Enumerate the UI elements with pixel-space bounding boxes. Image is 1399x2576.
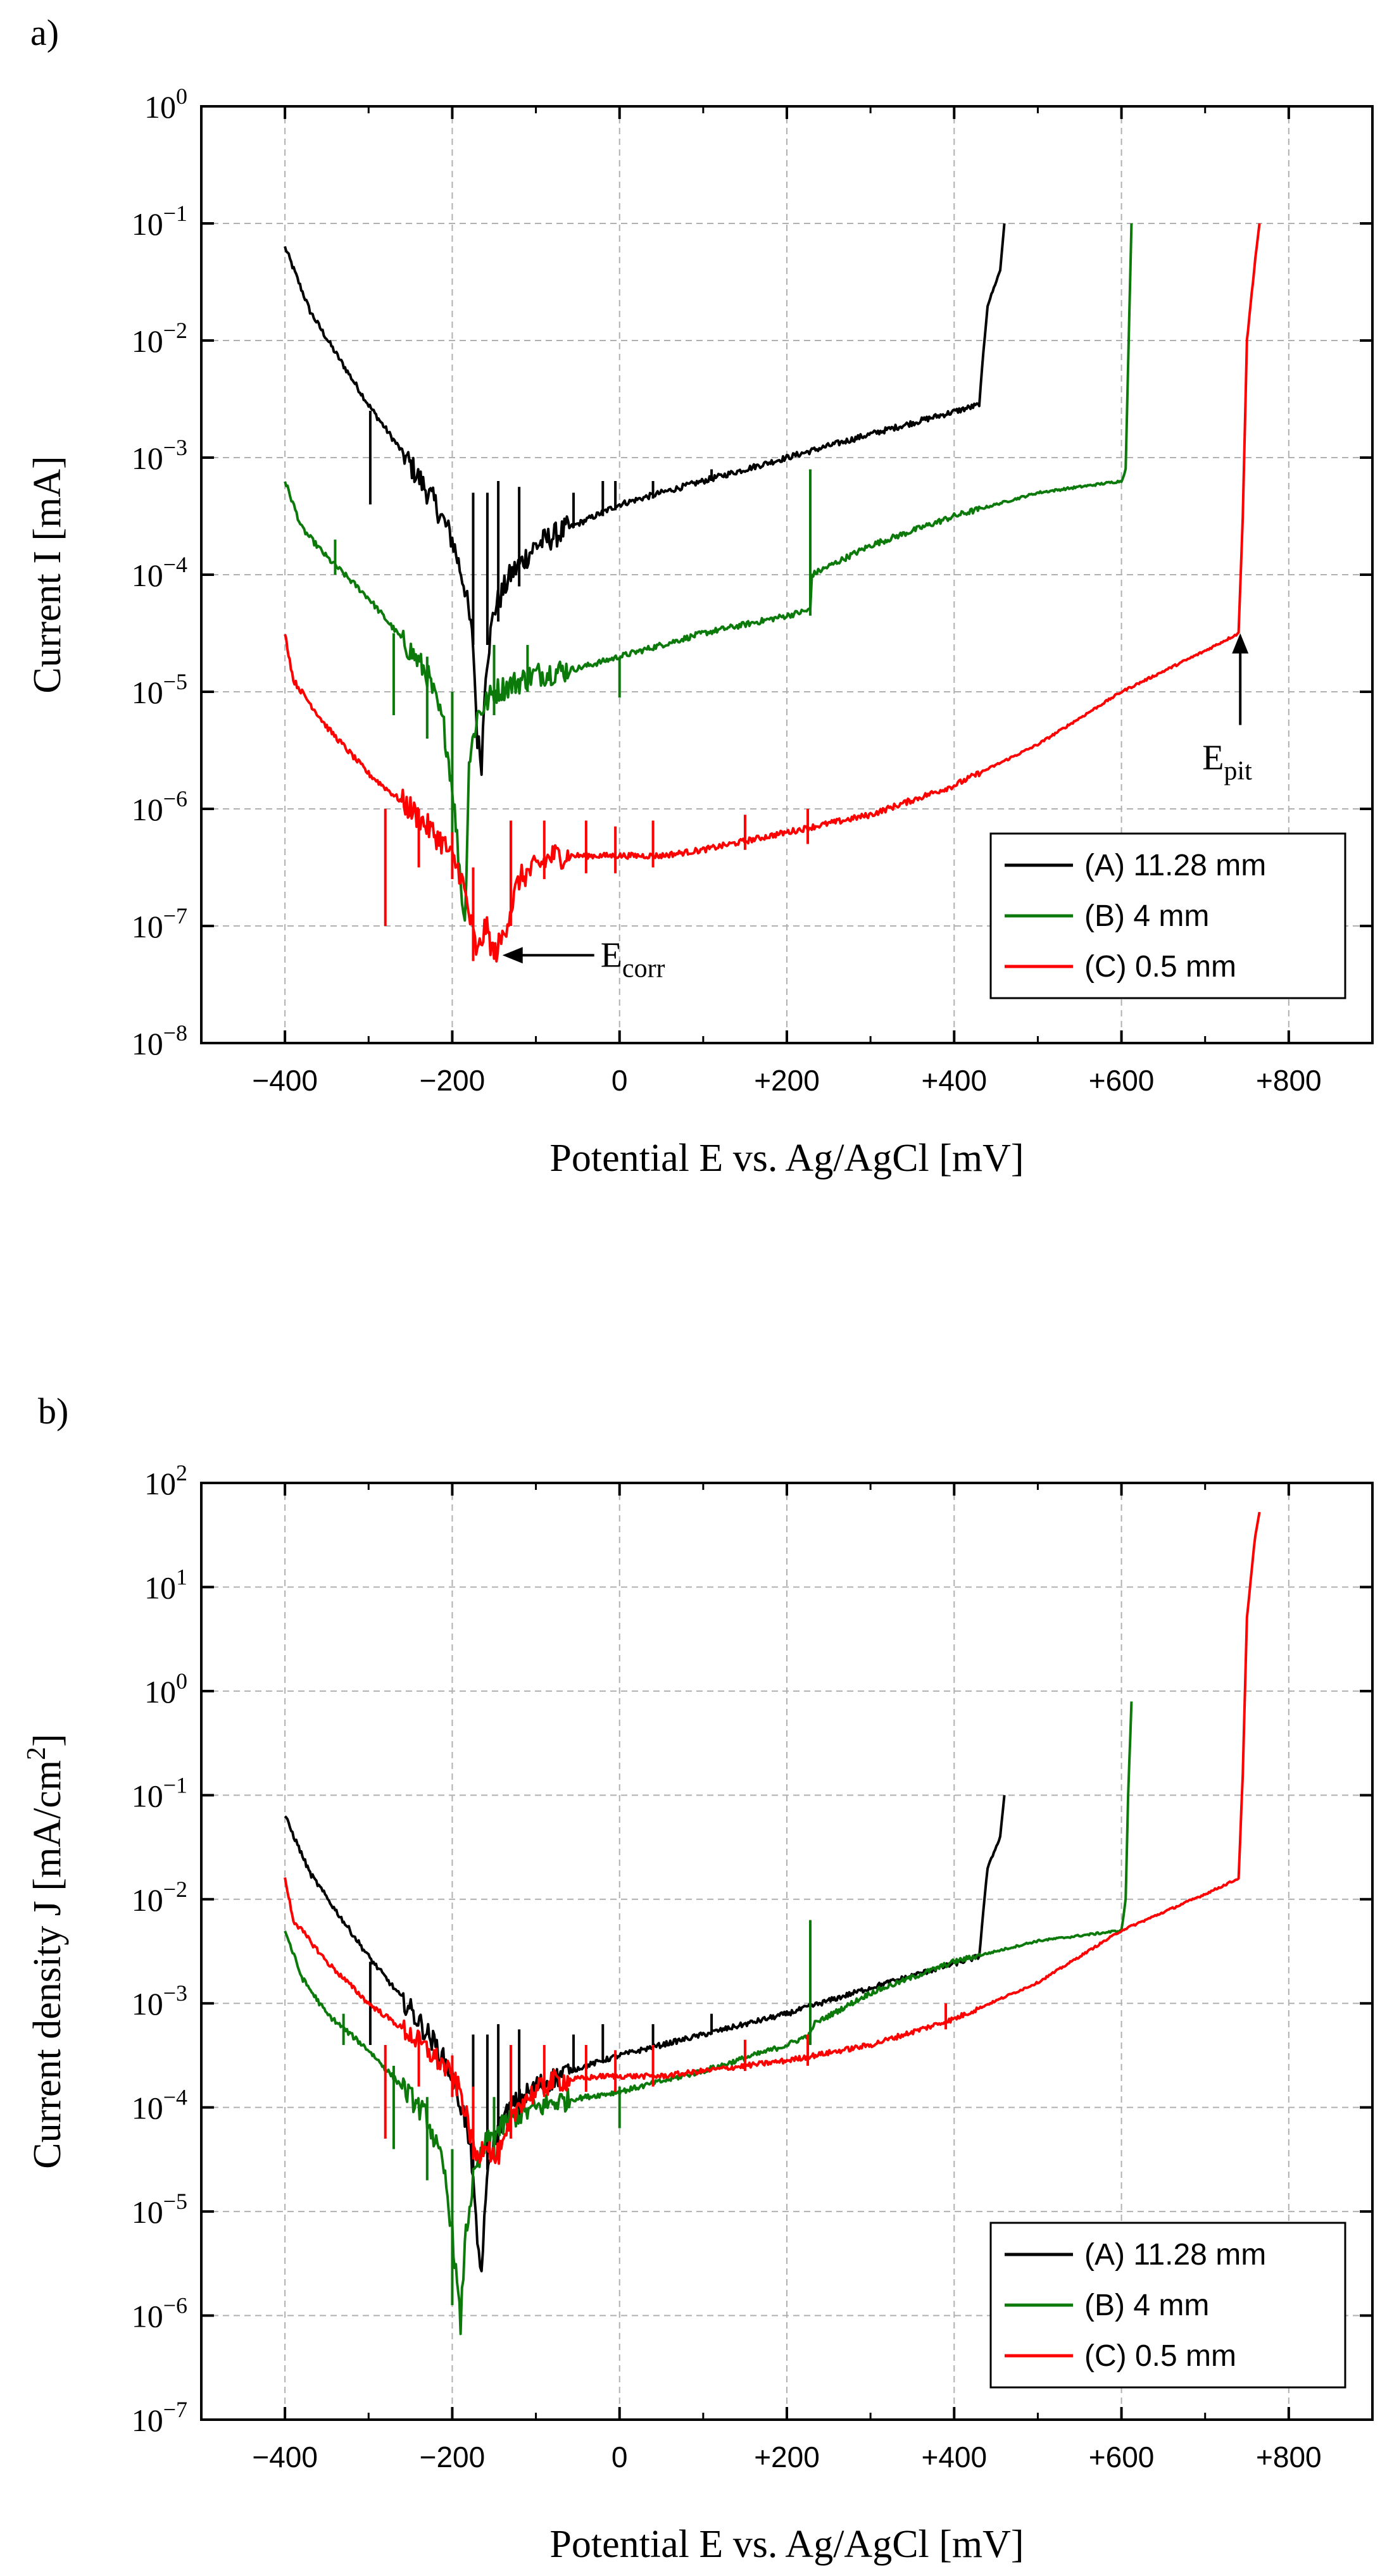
y-tick-label: 10−5 (132, 2189, 187, 2230)
x-axis: −400 −200 0 +200 +400 +600 +800 (200, 1483, 1374, 2473)
chart-panel-a: −400 −200 0 +200 +400 +600 +80010−810−710−610−… (26, 84, 1374, 1180)
legend: (A) 11.28 mm (B) 4 mm (C) 0.5 mm (989, 832, 1346, 999)
y-axis-title: Current I [mA] (26, 456, 69, 693)
annotation-arrow-head (502, 947, 523, 964)
y-tick-label: 10−3 (132, 1980, 187, 2022)
y-tick-label: 10−6 (132, 2293, 187, 2334)
x-tick-label: −200 (420, 2441, 486, 2473)
y-tick-label: 10−4 (132, 2085, 187, 2126)
series-line-c (284, 223, 1261, 963)
legend-label-c: (C) 0.5 mm (1084, 950, 1236, 984)
y-tick-label: 10−7 (132, 2397, 187, 2438)
x-tick-label: 0 (612, 2441, 628, 2473)
y-tick-label: 100 (144, 1668, 187, 1710)
legend-label-c: (C) 0.5 mm (1084, 2339, 1236, 2373)
y-tick-label: 10−8 (132, 1020, 187, 1061)
y-axis: 10−7 10−6 10−5 10−4 10−3 10−2 10−1 100 101 102 (132, 1460, 1372, 2438)
plot-area (284, 223, 1261, 963)
y-tick-label: 101 (144, 1564, 187, 1605)
panel-label-a: a) (30, 12, 60, 53)
y-tick-label: 10−3 (132, 435, 187, 476)
x-axis-title: Potential E vs. Ag/AgCl [mV] (549, 1137, 1024, 1180)
y-tick-label: 10−6 (132, 786, 187, 827)
annotation-pit: Epit (1202, 633, 1252, 786)
x-axis: −400 −200 0 +200 +400 +600 +800 (200, 106, 1374, 1097)
legend-label-b: (B) 4 mm (1084, 2289, 1209, 2322)
annotation-arrow-head (1232, 633, 1249, 654)
legend: (A) 11.28 mm (B) 4 mm (C) 0.5 mm (989, 2222, 1346, 2389)
x-tick-label: +600 (1089, 2441, 1155, 2473)
y-tick-label: 10−5 (132, 669, 187, 710)
x-tick-label: +800 (1256, 1064, 1322, 1097)
legend-label-a: (A) 11.28 mm (1084, 849, 1266, 882)
x-tick-label: +400 (921, 2441, 987, 2473)
series-line-a (284, 1795, 1006, 2273)
chart-panel-b: −400 −200 0 +200 +400 +600 +80010−710−610−510−… (22, 1460, 1374, 2566)
legend-label-b: (B) 4 mm (1084, 899, 1209, 933)
x-tick-label: +200 (754, 1064, 820, 1097)
x-tick-label: −400 (252, 1064, 318, 1097)
plot-area (284, 1511, 1261, 2335)
panel-label-b: b) (38, 1391, 69, 1432)
x-tick-label: +400 (921, 1064, 987, 1097)
y-tick-label: 10−7 (132, 903, 187, 944)
y-tick-label: 10−2 (132, 1877, 187, 1918)
x-tick-label: −400 (252, 2441, 318, 2473)
x-tick-label: +800 (1256, 2441, 1322, 2473)
y-tick-label: 10−4 (132, 552, 187, 593)
x-axis-title: Potential E vs. Ag/AgCl [mV] (549, 2523, 1024, 2566)
x-tick-label: −200 (420, 1064, 486, 1097)
annotation-label: Ecorr (601, 935, 665, 983)
y-axis-title: Current density J [mA/cm2] (22, 1734, 69, 2168)
series-line-c (284, 1511, 1261, 2165)
x-tick-label: 0 (612, 1064, 628, 1097)
y-tick-label: 10−1 (132, 1772, 187, 1813)
y-tick-label: 10−2 (132, 318, 187, 359)
y-axis: 10−8 10−7 10−6 10−5 10−4 10−3 10−2 10−1 100 (132, 84, 1372, 1061)
y-tick-label: 100 (144, 84, 187, 125)
y-tick-label: 10−1 (132, 201, 187, 242)
annotation-corr: Ecorr (502, 935, 665, 983)
x-tick-label: +200 (754, 2441, 820, 2473)
x-tick-label: +600 (1089, 1064, 1155, 1097)
annotation-label: Epit (1202, 739, 1252, 786)
y-tick-label: 102 (144, 1460, 187, 1501)
series-line-a (284, 223, 1006, 776)
legend-label-a: (A) 11.28 mm (1084, 2238, 1266, 2272)
